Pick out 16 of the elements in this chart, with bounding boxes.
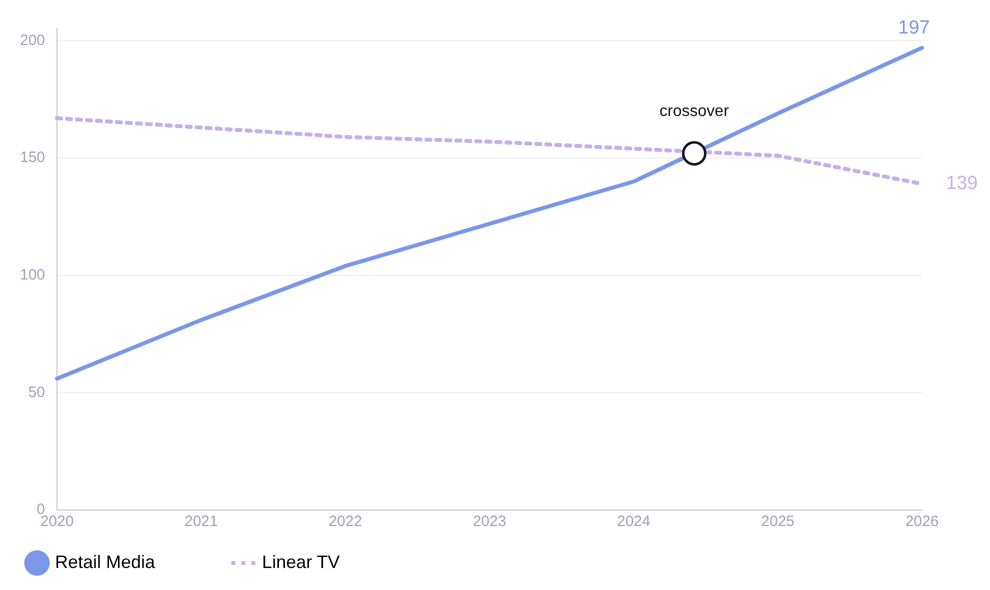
legend-label: Linear TV [262, 552, 400, 572]
x-tick-label: 2020 [40, 513, 74, 530]
data-label: 139 [946, 173, 978, 194]
annotation: crossover [660, 102, 730, 120]
x-tick-label: 2023 [472, 513, 506, 530]
x-tick-label: 2022 [328, 513, 362, 530]
x-tick-label: 2021 [184, 513, 218, 530]
data-label: 197 [898, 18, 930, 39]
y-tick-label: 100 [20, 266, 46, 284]
x-tick-label: 2024 [616, 513, 650, 530]
x-tick-label: 2026 [905, 513, 939, 530]
x-tick-label: 2025 [761, 513, 795, 530]
y-tick-label: 150 [20, 149, 46, 166]
y-tick-label: 200 [20, 32, 46, 49]
legend-label: Retail Media [55, 552, 216, 572]
y-tick-label: 50 [28, 384, 46, 401]
